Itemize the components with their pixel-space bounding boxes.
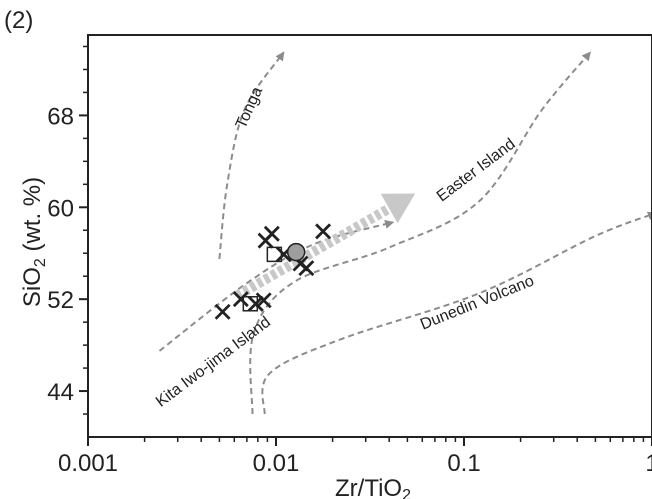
trend-line-dunedin-volcano	[261, 211, 652, 415]
x-tick-label: 0.01	[253, 450, 300, 477]
x-tick-label: 1	[645, 450, 652, 477]
trend-label-easter-island: Easter Island	[434, 136, 519, 206]
x-tick-label: 0.1	[447, 450, 480, 477]
plot-frame	[87, 34, 652, 438]
trend-label-dunedin-volcano: Dunedin Volcano	[418, 272, 537, 333]
y-axis-title: SiO2 (wt. %)	[19, 177, 49, 307]
panel-label: (2)	[4, 7, 33, 34]
thick-trend-arrow-group	[234, 193, 416, 301]
x-tick-label: 0.001	[58, 450, 118, 477]
thick-trend-arrow-shaft	[234, 204, 392, 301]
trend-line-easter-island	[249, 51, 592, 415]
y-axis: 44 52 60 68	[47, 45, 88, 415]
y-tick-label: 44	[47, 379, 74, 406]
trend-line-tonga	[218, 51, 285, 260]
trend-label-tonga: Tonga	[233, 84, 266, 131]
cross-marker	[298, 260, 315, 277]
square-marker	[266, 246, 283, 263]
x-axis-title: Zr/TiO2	[335, 475, 411, 499]
cross-marker	[247, 295, 264, 312]
cross-marker	[232, 291, 249, 308]
cross-marker	[315, 223, 332, 240]
y-tick-label: 68	[47, 103, 74, 130]
trend-label-kita-iwo-jima-island: Kita Iwo-jima Island	[153, 314, 274, 411]
y-tick-label: 52	[47, 287, 74, 314]
cross-marker	[263, 225, 280, 242]
data-points	[214, 223, 332, 320]
trend-lines	[158, 51, 652, 415]
cross-marker	[255, 292, 272, 309]
circle-marker	[286, 242, 306, 262]
y-axis-title-subscript: 2	[32, 258, 49, 267]
cross-marker	[214, 303, 231, 320]
x-axis: 0.001 0.01 0.1 1	[58, 437, 652, 477]
y-axis-title-text: SiO	[19, 267, 46, 307]
x-axis-title-text: Zr/TiO	[335, 475, 402, 499]
trend-labels: Tonga Kita Iwo-jima Island Easter Island Du…	[153, 84, 537, 410]
trend-line-kita-iwo-jima-island	[158, 220, 395, 352]
x-axis-title-subscript: 2	[402, 487, 411, 499]
y-axis-title-unit: (wt. %)	[19, 177, 46, 258]
thick-trend-arrow-head	[380, 193, 416, 224]
y-tick-label: 60	[47, 195, 74, 222]
